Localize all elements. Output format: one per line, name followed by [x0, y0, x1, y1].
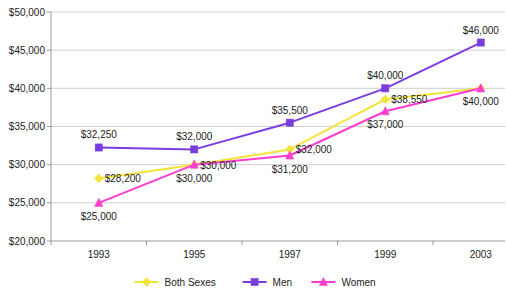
grid-line [51, 50, 505, 51]
y-tick-label: $45,000 [9, 45, 46, 56]
legend-marker [319, 277, 327, 285]
series-line [99, 88, 481, 178]
y-tick-label: $50,000 [9, 7, 46, 18]
grid-line [51, 241, 505, 242]
legend-label: Men [273, 277, 292, 288]
y-tick [47, 241, 51, 242]
x-tick [242, 241, 243, 245]
x-tick-label: 1995 [183, 249, 206, 260]
data-label: $32,000 [176, 131, 213, 142]
legend-label: Both Sexes [165, 277, 216, 288]
y-tick [47, 50, 51, 51]
point-marker [477, 39, 484, 46]
x-tick-label: 1997 [279, 249, 302, 260]
legend-marker [251, 278, 258, 285]
y-tick-label: $40,000 [9, 83, 46, 94]
point-marker [286, 119, 293, 126]
y-tick-label: $25,000 [9, 197, 46, 208]
point-marker [381, 95, 390, 104]
x-tick [51, 241, 52, 245]
series-line [99, 88, 481, 202]
y-tick [47, 126, 51, 127]
point-marker [95, 144, 102, 151]
data-label: $40,000 [367, 70, 404, 81]
point-marker [94, 174, 103, 183]
data-label: $38,550 [391, 94, 428, 105]
y-tick [47, 88, 51, 89]
data-label: $25,000 [81, 211, 118, 222]
data-labels: $28,200 $30,000 $32,000 $38,550 $32,250 $32,0… [81, 25, 500, 222]
x-tick-label: 2003 [470, 249, 493, 260]
series-line [99, 43, 481, 150]
point-marker [191, 146, 198, 153]
plot-area [94, 39, 485, 207]
y-tick [47, 12, 51, 13]
x-tick-label: 1993 [88, 249, 111, 260]
data-label: $40,000 [463, 96, 500, 107]
y-tick-label: $35,000 [9, 121, 46, 132]
legend: Both Sexes Men Women [135, 277, 376, 288]
point-marker [95, 198, 103, 206]
y-axis [51, 12, 52, 241]
point-marker [477, 84, 485, 92]
x-tick [433, 241, 434, 245]
point-marker [381, 107, 389, 115]
data-label: $30,000 [176, 173, 213, 184]
legend-label: Women [341, 277, 375, 288]
x-tick-label: 1999 [374, 249, 397, 260]
grid-line [51, 202, 505, 203]
data-label: $30,000 [200, 160, 237, 171]
data-label: $46,000 [463, 25, 500, 36]
y-tick [47, 164, 51, 165]
x-tick [146, 241, 147, 245]
chart: $20,000 $25,000 $30,000 $35,000 $40,000 $45,0… [0, 0, 506, 294]
legend-marker [142, 278, 151, 287]
point-marker [286, 151, 294, 159]
data-label: $32,250 [81, 129, 118, 140]
y-tick [47, 202, 51, 203]
data-label: $35,500 [272, 105, 309, 116]
point-marker [190, 160, 198, 168]
data-label: $32,000 [296, 144, 333, 155]
x-tick [337, 241, 338, 245]
data-label: $28,200 [105, 173, 142, 184]
y-tick-label: $30,000 [9, 159, 46, 170]
grid-line [51, 12, 505, 13]
grid-line [51, 88, 505, 89]
data-label: $31,200 [272, 164, 309, 175]
data-label: $37,000 [367, 119, 404, 130]
point-marker [382, 85, 389, 92]
y-tick-label: $20,000 [9, 236, 46, 247]
